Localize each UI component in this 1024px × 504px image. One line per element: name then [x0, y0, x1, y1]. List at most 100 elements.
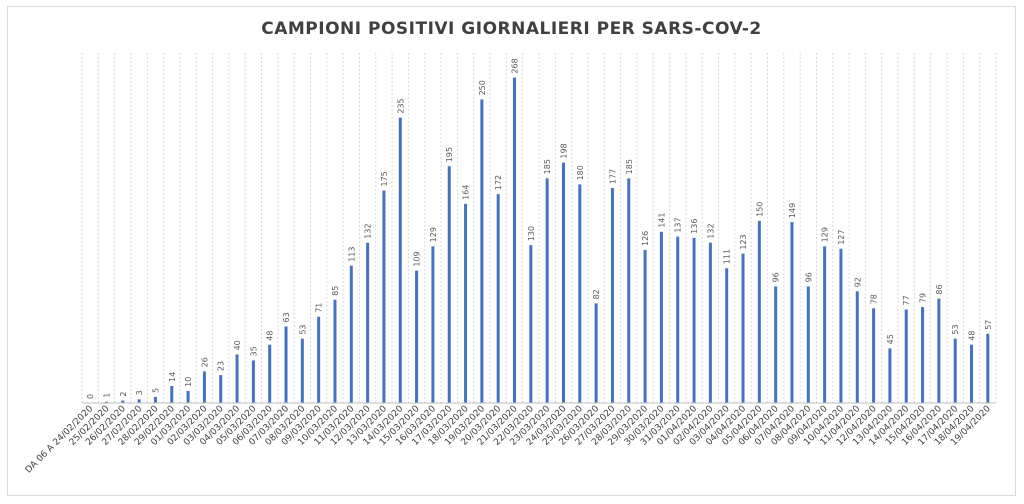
bar	[333, 299, 337, 403]
bar	[186, 390, 190, 403]
bar	[170, 386, 174, 403]
bar	[774, 286, 778, 403]
bar	[872, 308, 876, 403]
bar	[121, 400, 125, 403]
bar	[627, 178, 631, 403]
data-label: 3	[135, 390, 144, 395]
data-label: 126	[641, 231, 650, 246]
data-label: 77	[902, 295, 911, 305]
data-label: 177	[608, 169, 617, 184]
data-label: 185	[543, 159, 552, 174]
bar	[888, 348, 892, 403]
bar	[415, 270, 419, 403]
bar	[235, 354, 239, 403]
bar	[561, 162, 565, 403]
bar	[349, 265, 353, 403]
data-label: 195	[445, 147, 454, 162]
data-label: 96	[804, 272, 813, 282]
data-label: 53	[951, 324, 960, 334]
bar	[431, 246, 435, 403]
bar	[219, 375, 223, 403]
bar	[986, 333, 990, 403]
bar	[790, 222, 794, 403]
bar	[480, 99, 484, 403]
bar	[300, 338, 304, 403]
bar	[545, 178, 549, 403]
bar-layer	[104, 77, 990, 404]
data-label: 45	[886, 334, 895, 344]
bar	[398, 117, 402, 404]
data-label: 180	[576, 165, 585, 180]
data-label: 48	[968, 331, 977, 341]
bar	[757, 220, 761, 403]
data-label: 175	[380, 171, 389, 186]
bar	[610, 188, 614, 403]
bar	[823, 246, 827, 403]
data-label: 48	[266, 331, 275, 341]
bar	[676, 236, 680, 403]
data-label: 53	[298, 324, 307, 334]
data-label: 5	[151, 388, 160, 393]
data-label: 26	[200, 357, 209, 367]
bar	[268, 344, 272, 403]
data-label: 79	[919, 293, 928, 303]
bar	[953, 338, 957, 403]
bar	[382, 190, 386, 403]
data-label: 129	[821, 227, 830, 242]
data-label: 164	[462, 185, 471, 200]
bar	[202, 371, 206, 403]
data-label: 113	[347, 247, 356, 262]
data-label: 10	[184, 377, 193, 387]
bar	[839, 248, 843, 403]
grid-layer	[81, 53, 997, 403]
data-label: 111	[723, 249, 732, 264]
bar	[447, 166, 451, 403]
data-label: 92	[853, 277, 862, 287]
bar	[284, 326, 288, 403]
bar	[659, 231, 663, 403]
bar	[464, 203, 468, 403]
data-label: 86	[935, 284, 944, 294]
data-label: 78	[870, 294, 879, 304]
data-label: 130	[527, 226, 536, 241]
bar	[806, 286, 810, 403]
data-label: 1	[102, 393, 111, 398]
data-label: 268	[511, 58, 520, 73]
data-label: 71	[315, 303, 324, 313]
data-label: 172	[494, 175, 503, 190]
data-label: 2	[119, 391, 128, 396]
data-label: 0	[86, 394, 95, 399]
data-label: 14	[168, 372, 177, 382]
bar	[937, 298, 941, 403]
chart-frame: CAMPIONI POSITIVI GIORNALIERI PER SARS-C…	[7, 6, 1016, 496]
bar	[921, 307, 925, 403]
bar	[137, 399, 141, 403]
chart-title: CAMPIONI POSITIVI GIORNALIERI PER SARS-C…	[261, 19, 762, 39]
data-label: 85	[331, 286, 340, 296]
data-label: 96	[772, 272, 781, 282]
data-label: 132	[364, 223, 373, 238]
data-label: 150	[755, 202, 764, 217]
bar	[366, 242, 370, 403]
bar	[725, 268, 729, 403]
data-label: 250	[478, 80, 487, 95]
data-label: 23	[217, 361, 226, 371]
data-label: 137	[674, 217, 683, 232]
bar	[578, 184, 582, 403]
data-label: 123	[739, 234, 748, 249]
data-label: 129	[429, 227, 438, 242]
bar	[970, 344, 974, 403]
bar	[529, 245, 533, 403]
bar	[513, 77, 517, 404]
bar	[317, 316, 321, 403]
bar	[153, 396, 157, 403]
data-label: 136	[690, 219, 699, 234]
data-label: 185	[625, 159, 634, 174]
bar	[594, 303, 598, 403]
data-label: 141	[657, 213, 666, 228]
bar	[741, 253, 745, 403]
data-label: 63	[282, 312, 291, 322]
data-label: 127	[837, 230, 846, 245]
data-label: 198	[559, 143, 568, 158]
